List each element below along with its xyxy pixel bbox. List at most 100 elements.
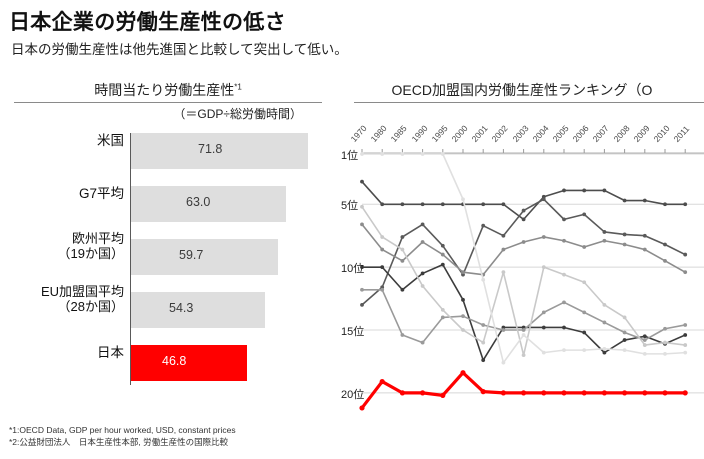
line-data-point <box>440 202 445 207</box>
line-data-point <box>481 277 486 282</box>
page-subtitle: 日本の労働生産性は他先進国と比較して突出して低い。 <box>11 42 348 57</box>
line-data-point <box>481 223 486 228</box>
line-data-point <box>420 152 425 156</box>
line-data-point <box>541 197 546 202</box>
line-data-point <box>582 310 587 315</box>
bar-rect <box>131 186 286 222</box>
line-data-point <box>683 343 688 347</box>
line-data-point <box>582 188 587 193</box>
line-data-point <box>642 247 647 252</box>
line-data-point <box>360 204 364 209</box>
line-data-point <box>602 350 607 355</box>
line-data-point <box>501 233 506 238</box>
bar-row: EU加盟国平均 （28か国） 54.3 <box>0 284 336 328</box>
line-data-point <box>521 208 526 213</box>
line-data-point <box>440 252 445 257</box>
line-data-point <box>562 188 566 193</box>
line-data-point <box>521 240 526 244</box>
line-data-point <box>582 330 587 335</box>
footnote-1: *1:OECD Data, GDP per hour worked, USD, … <box>9 425 236 435</box>
line-data-point <box>601 390 607 396</box>
gdp-formula-note: （＝GDP÷総労働時間） <box>173 107 302 121</box>
line-data-point <box>683 333 688 337</box>
y-axis-tick-label: 15位 <box>341 326 365 338</box>
line-data-point <box>541 325 546 330</box>
line-data-point <box>541 310 546 315</box>
line-data-point <box>440 307 445 312</box>
line-data-point <box>622 338 627 342</box>
page-title: 日本企業の労働生産性の低さ <box>9 11 286 34</box>
bar-label: 米国 <box>97 133 124 148</box>
bar-row-highlight: 日本 46.8 <box>0 345 336 381</box>
bar-chart-axis <box>130 133 131 385</box>
line-data-point <box>683 350 688 355</box>
line-data-point <box>562 272 566 277</box>
line-data-point <box>440 152 445 156</box>
left-panel-rule <box>14 102 322 103</box>
line-data-point <box>400 333 405 337</box>
bar-rect <box>131 239 278 275</box>
line-data-point <box>622 390 628 396</box>
line-data-point <box>501 202 506 207</box>
line-data-point <box>440 243 445 248</box>
line-data-point <box>663 258 667 263</box>
line-data-point <box>360 222 364 227</box>
line-data-point <box>602 320 607 325</box>
bar-row: G7平均 63.0 <box>0 186 336 222</box>
line-data-point <box>420 222 425 227</box>
line-data-point <box>380 287 385 292</box>
bar-row: 米国 71.8 <box>0 133 336 169</box>
line-data-point <box>360 179 364 184</box>
y-axis-tick-label: 20位 <box>341 388 365 401</box>
bar-chart-plot: 米国 71.8 G7平均 63.0 欧州平均 （19か国） 59.7 EU加盟国平… <box>0 133 336 393</box>
line-data-point <box>360 152 364 156</box>
bar-value: 59.7 <box>179 248 204 262</box>
line-data-point <box>400 287 405 292</box>
y-axis-tick-label: 5位 <box>341 200 359 213</box>
line-data-point <box>602 238 607 243</box>
line-data-point <box>602 188 607 193</box>
line-data-point <box>400 152 405 156</box>
line-data-point <box>380 265 385 270</box>
line-data-point <box>642 198 647 203</box>
line-data-point <box>642 233 647 238</box>
line-data-point <box>561 390 567 396</box>
line-data-point <box>359 405 365 411</box>
line-data-point <box>642 351 647 356</box>
line-data-point <box>663 351 667 356</box>
line-data-point <box>501 328 506 332</box>
line-data-point <box>622 198 627 203</box>
line-data-point <box>501 270 506 275</box>
line-data-point <box>380 235 385 239</box>
line-data-point <box>521 333 526 337</box>
bar-row: 欧州平均 （19か国） 59.7 <box>0 231 336 275</box>
line-data-point <box>541 390 547 396</box>
line-data-point <box>400 202 405 207</box>
line-data-point <box>360 287 364 292</box>
line-data-point <box>521 390 527 396</box>
line-data-point <box>683 202 688 207</box>
line-data-point <box>380 202 385 207</box>
line-chart-plot <box>340 78 704 459</box>
bar-label: 欧州平均 （19か国） <box>57 231 124 261</box>
line-data-point <box>400 235 405 239</box>
line-data-point <box>400 247 405 252</box>
line-data-point <box>461 314 465 319</box>
footnotes: *1:OECD Data, GDP per hour worked, USD, … <box>9 424 236 448</box>
line-data-point <box>420 240 425 244</box>
line-data-point <box>642 338 647 342</box>
line-data-point <box>622 242 627 247</box>
bar-rect-highlight <box>131 345 247 381</box>
line-data-point <box>460 370 466 376</box>
line-data-point <box>420 284 425 288</box>
line-series-series-dark-3 <box>361 263 687 361</box>
line-data-point <box>663 202 667 207</box>
line-data-point <box>582 212 587 217</box>
bar-label: EU加盟国平均 （28か国） <box>40 284 124 314</box>
y-axis-tick-label: 1位 <box>341 150 359 162</box>
line-data-point <box>562 238 566 243</box>
line-data-point <box>683 323 688 327</box>
line-data-point <box>562 217 566 222</box>
footnote-2: *2:公益財団法人 日本生産性本部, 労働生産性の国際比較 <box>9 437 229 447</box>
